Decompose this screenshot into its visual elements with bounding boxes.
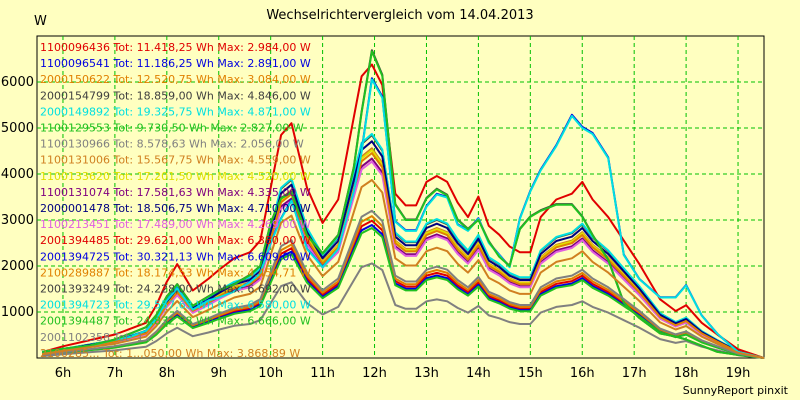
x-tick-label: 7h — [107, 366, 124, 381]
x-tick-label: 11h — [310, 366, 335, 381]
footer-credit: SunnyReport pinxit — [682, 384, 788, 397]
series-line-14 — [42, 152, 765, 359]
x-tick-label: 13h — [414, 366, 439, 381]
series-line-5 — [42, 227, 765, 359]
x-tick-label: 19h — [726, 366, 751, 381]
legend-entry-7: 1100131006 Tot: 15.567,75 Wh Max: 4.559,… — [40, 154, 311, 167]
legend-entry-2: 2000150622 Tot: 12.520,75 Wh Max: 3.084,… — [40, 73, 311, 86]
legend-entry-5: 1100129553 Tot: 9.730,50 Wh Max: 2.827,0… — [40, 122, 304, 135]
legend-entry-9: 1100131074 Tot: 17.581,63 Wh Max: 4.335,… — [40, 186, 311, 199]
series-line-12 — [41, 63, 765, 359]
legend-entry-8: 1100133620 Tot: 17.201,50 Wh Max: 4.520,… — [40, 170, 311, 183]
x-tick-label: 16h — [570, 366, 595, 381]
legend-entry-12: 2001394485 Tot: 29.621,00 Wh Max: 6.380,… — [40, 234, 311, 247]
series-line-18 — [42, 209, 765, 359]
y-tick-label: 6000 — [1, 75, 34, 90]
series-line-16 — [42, 78, 765, 359]
series-line-17 — [42, 50, 765, 359]
legend-entry-3: 2000154799 Tot: 18.859,00 Wh Max: 4.846,… — [40, 89, 311, 102]
legend: 1100096436 Tot: 11.418,25 Wh Max: 2.984,… — [40, 41, 311, 360]
chart-title: Wechselrichtervergleich vom 14.04.2013 — [266, 8, 534, 23]
y-tick-label: 2000 — [1, 259, 34, 274]
y-tick-label: 5000 — [1, 121, 34, 136]
legend-entry-6: 1100130966 Tot: 8.578,63 Wh Max: 2.056,0… — [40, 138, 304, 151]
legend-entry-10: 2000001478 Tot: 18.506,75 Wh Max: 4.710,… — [40, 202, 311, 215]
legend-entry-16: 2001394723 Tot: 29.557,63 Wh Max: 6.580,… — [40, 299, 311, 312]
x-tick-label: 12h — [362, 366, 387, 381]
y-tick-label: 1000 — [1, 305, 34, 320]
x-tick-label: 8h — [159, 366, 176, 381]
y-tick-label: 4000 — [1, 167, 34, 182]
legend-entry-1: 1100096541 Tot: 11.186,25 Wh Max: 2.891,… — [40, 57, 311, 70]
legend-entry-0: 1100096436 Tot: 11.418,25 Wh Max: 2.984,… — [40, 41, 311, 54]
x-tick-label: 17h — [622, 366, 647, 381]
x-tick-label: 18h — [674, 366, 699, 381]
legend-entry-17: 2001394487 Tot: 24.832,38 Wh Max: 6.666,… — [40, 315, 311, 328]
tick-labels: 6h 7h 8h 9h 10h 11h 12h 13h 14h 15h 16h 17h 18h 19h 10… — [1, 75, 751, 381]
x-tick-label: 10h — [258, 366, 283, 381]
legend-entry-15: 2001393249 Tot: 24.228,00 Wh Max: 6.692,… — [40, 283, 311, 296]
y-tick-label: 3000 — [1, 213, 34, 228]
legend-entry-13: 2001394725 Tot: 30.321,13 Wh Max: 6.609,… — [40, 250, 311, 263]
legend-entry-19: 2100285... Tot: 1..,050,00 Wh Max: 3.868… — [40, 347, 300, 360]
x-tick-label: 9h — [210, 366, 227, 381]
x-tick-label: 6h — [55, 366, 72, 381]
y-axis-unit-label: W — [34, 14, 47, 29]
series-line-19 — [42, 179, 765, 359]
x-tick-label: 15h — [518, 366, 543, 381]
x-tick-label: 14h — [466, 366, 491, 381]
series-line-6 — [42, 262, 765, 359]
series-group — [41, 49, 765, 359]
legend-entry-18: 2001102358 Tot: 1... — [40, 331, 154, 344]
legend-entry-11: 1100213451 Tot: 17.489,00 Wh Max: 4.269,… — [40, 218, 311, 231]
series-line-2 — [42, 215, 765, 359]
legend-entry-14: 2100289887 Tot: 18.174,53 Wh Max: 4.454,… — [40, 266, 311, 279]
legend-entry-4: 2000149892 Tot: 19.325,75 Wh Max: 4.871,… — [40, 105, 311, 118]
